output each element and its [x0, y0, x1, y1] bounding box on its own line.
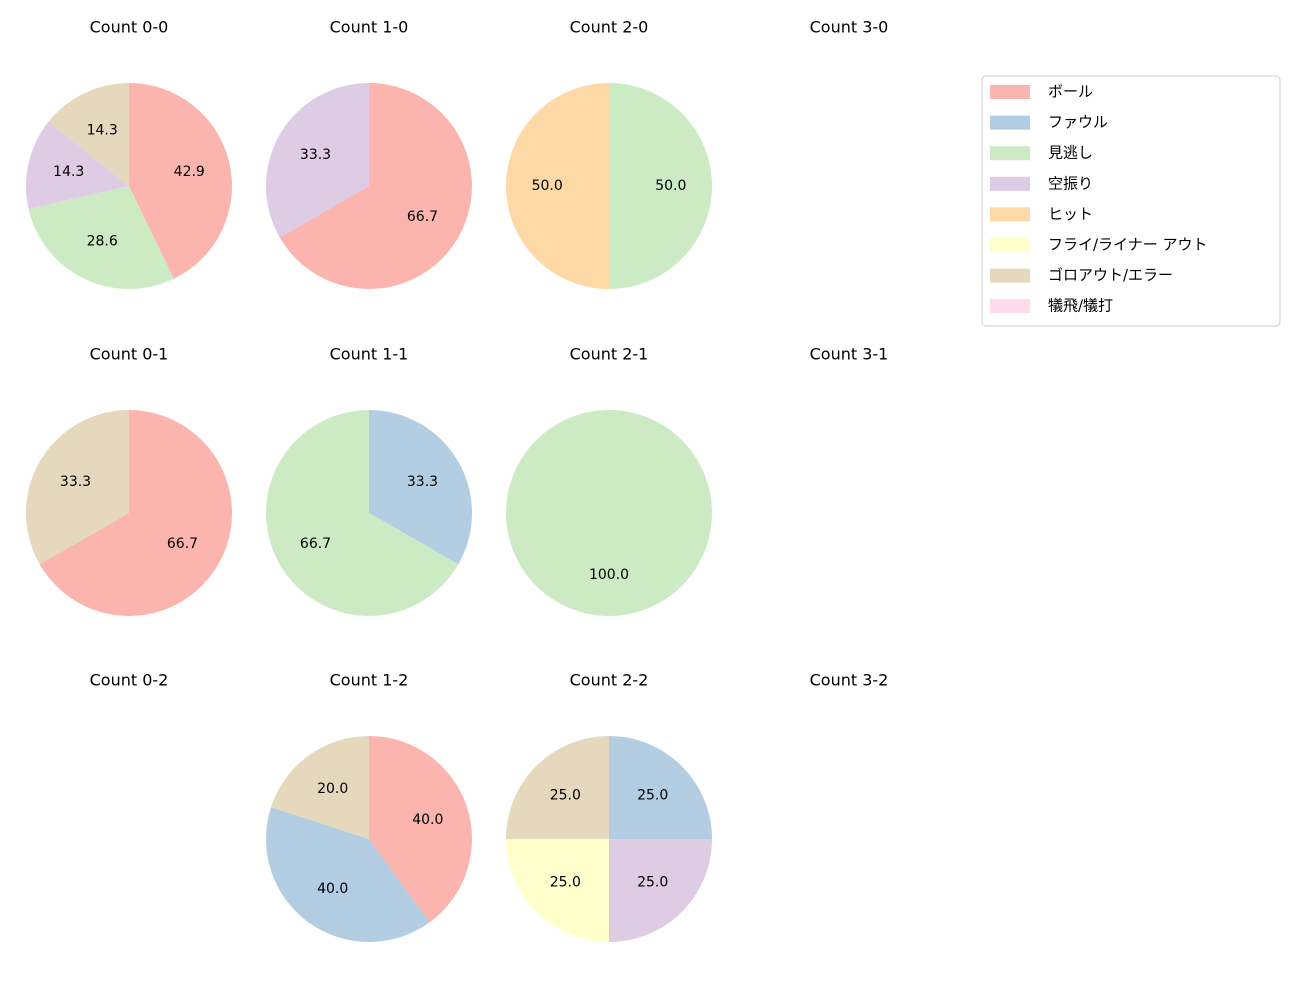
pie-slice [48, 83, 129, 186]
value-label: 33.3 [407, 474, 438, 490]
legend-swatch [990, 176, 1030, 191]
chart-title: Count 3-1 [810, 345, 889, 364]
chart-title: Count 1-2 [330, 671, 409, 690]
pie-slice [609, 83, 712, 289]
chart-title: Count 2-2 [570, 671, 649, 690]
value-label: 66.7 [300, 536, 331, 552]
value-label: 25.0 [637, 875, 668, 891]
value-label: 100.0 [589, 567, 629, 583]
value-label: 66.7 [167, 536, 198, 552]
legend-text: ファウル [1048, 113, 1108, 131]
legend-swatch [990, 299, 1030, 314]
chart-title: Count 3-2 [810, 671, 889, 690]
value-label: 42.9 [174, 164, 205, 180]
legend-text: フライ/ライナー アウト [1048, 236, 1208, 254]
value-label: 40.0 [317, 881, 348, 897]
value-label: 33.3 [60, 474, 91, 490]
chart-title: Count 1-0 [330, 18, 409, 37]
pie-slice [266, 410, 459, 616]
pie-slice [506, 736, 609, 839]
value-label: 14.3 [87, 122, 118, 138]
pie-slice [609, 736, 712, 839]
pie-slice [28, 186, 174, 289]
pie-slice [506, 839, 609, 942]
pie-slice [609, 839, 712, 942]
value-label: 25.0 [550, 875, 581, 891]
pie-slice [266, 83, 369, 238]
legend-text: ボール [1048, 83, 1093, 101]
pie-slice [39, 410, 233, 616]
pie-slice [266, 807, 430, 942]
chart-title: Count 0-1 [90, 345, 169, 364]
legend-swatch [990, 268, 1030, 283]
pie-slice [369, 410, 472, 565]
pie-slice [271, 736, 369, 839]
chart-title: Count 2-0 [570, 18, 649, 37]
pie-slice [506, 410, 712, 616]
chart-title: Count 2-1 [570, 345, 649, 364]
legend-text: ゴロアウト/エラー [1048, 266, 1173, 284]
legend-swatch [990, 146, 1030, 161]
value-label: 40.0 [412, 812, 443, 828]
value-label: 25.0 [637, 787, 668, 803]
legend-text: 空振り [1048, 174, 1093, 192]
pie-slice [369, 736, 472, 923]
value-label: 28.6 [87, 234, 118, 250]
legend-swatch [990, 85, 1030, 99]
value-label: 50.0 [655, 178, 686, 194]
value-label: 25.0 [550, 787, 581, 803]
legend-swatch [990, 115, 1030, 130]
value-label: 14.3 [53, 164, 84, 180]
pie-slice [279, 83, 472, 289]
legend-swatch [990, 207, 1030, 222]
value-label: 33.3 [300, 147, 331, 163]
legend-box [981, 75, 1281, 327]
chart-title: Count 1-1 [330, 345, 409, 364]
legend-swatch [990, 238, 1030, 252]
pie-slice [26, 409, 130, 565]
chart-title: Count 0-2 [90, 671, 169, 690]
pie-slice [129, 83, 233, 279]
chart-title: Count 3-0 [810, 18, 889, 37]
value-label: 50.0 [532, 178, 563, 194]
pie-slice [25, 121, 129, 209]
chart-title: Count 0-0 [90, 18, 169, 37]
legend-text: ヒット [1048, 205, 1093, 223]
legend-text: 見逃し [1048, 144, 1093, 162]
legend-text: 犠飛/犠打 [1048, 297, 1113, 315]
pie-slice [506, 83, 609, 289]
value-label: 20.0 [317, 781, 348, 797]
value-label: 66.7 [407, 209, 438, 225]
